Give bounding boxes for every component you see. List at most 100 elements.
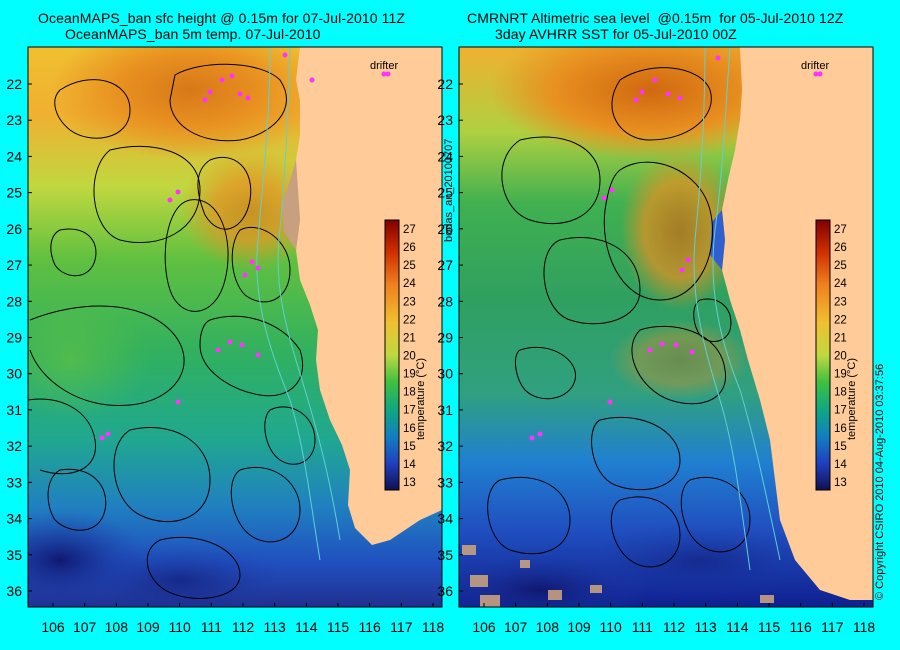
left-ssh-contours [28,63,316,599]
right-drifter-label: drifter [801,60,829,72]
left-land [296,47,442,545]
right-colorbar-tick-label: 23 [834,296,847,308]
right-lon-tick-label: 110 [600,619,623,635]
right-lon-tick-label: 115 [758,619,781,635]
right-lat-tick-label: 26 [437,221,453,237]
right-colorbar-tick-label: 13 [834,477,847,489]
right-lat-tick-label: 31 [437,402,453,418]
left-colorbar-tick-label: 18 [403,387,416,399]
left-colorbar-tick-label: 19 [403,369,416,381]
right-colorbar-tick-label: 16 [834,423,847,435]
right-lat-tick-label: 30 [437,366,453,382]
left-lat-tick-label: 30 [6,366,22,382]
bodas-label: bodas_an_20100707 [443,138,455,242]
right-colorbar-tick-label: 19 [834,369,847,381]
left-lon-tick-label: 115 [327,619,350,635]
right-lon-tick-label: 107 [504,619,528,635]
right-lon-tick-label: 113 [695,619,718,635]
left-lat-tick-label: 26 [6,221,22,237]
right-colorbar-tick-label: 21 [834,332,847,344]
right-lat-ticks: 22 23 24 25 26 27 28 29 30 31 32 33 34 35 36 [437,76,463,599]
left-drifter-label: drifter [370,60,398,72]
left-title-line1: OceanMAPS_ban sfc height @ 0.15m for 07-… [38,10,406,26]
left-lon-tick-label: 117 [390,619,413,635]
right-lon-tick-label: 111 [632,619,653,635]
left-map [28,47,442,607]
left-lon-tick-label: 108 [105,619,129,635]
right-colorbar-label: temperature (°C) [846,357,858,440]
left-lon-tick-label: 112 [232,619,255,635]
copyright-label: © Copyright CSIRO 2010 04-Aug-2010 03:37… [874,363,886,600]
left-title-line2: OceanMAPS_ban 5m temp. 07-Jul-2010 [65,26,321,42]
right-land [722,47,873,600]
left-colorbar-tick-label: 22 [403,314,416,326]
right-lat-tick-label: 32 [437,438,453,454]
right-colorbar-tick-label: 15 [834,441,847,453]
left-colorbar-tick-label: 23 [403,296,416,308]
left-colorbar-tick-label: 25 [403,260,416,272]
right-lat-tick-label: 34 [437,511,453,527]
left-drifter-tracks [99,52,391,441]
left-lat-tick-label: 33 [6,474,22,490]
right-lat-tick-label: 33 [437,474,453,490]
left-lat-tick-label: 28 [6,293,22,309]
right-ssh-contours [487,67,751,568]
right-colorbar-tick-label: 27 [834,224,847,236]
right-lon-tick-label: 109 [567,619,591,635]
left-colorbar-tick-label: 14 [403,459,416,471]
left-lat-ticks: 22 23 24 25 26 27 28 29 30 31 32 33 34 35 36 [6,76,32,599]
right-title-line2: 3day AVHRR SST for 05-Jul-2010 00Z [495,26,737,42]
left-lon-tick-label: 116 [359,619,382,635]
right-map [459,47,873,607]
right-colorbar-tick-label: 26 [834,242,847,254]
right-lat-tick-label: 27 [437,257,453,273]
right-colorbar-tick-label: 22 [834,314,847,326]
right-lon-tick-label: 114 [726,619,749,635]
left-lon-tick-label: 109 [136,619,160,635]
right-title-line1: CMRNRT Altimetric sea level @0.15m for 0… [467,10,844,26]
left-lon-tick-label: 113 [264,619,287,635]
right-lat-tick-label: 29 [437,330,453,346]
right-lat-tick-label: 36 [437,583,453,599]
left-colorbar-tick-label: 16 [403,423,416,435]
right-lon-tick-label: 106 [472,619,496,635]
left-lon-tick-label: 114 [295,619,318,635]
left-colorbar-tick-label: 13 [403,477,416,489]
right-lon-tick-label: 117 [821,619,844,635]
right-lat-tick-label: 35 [437,547,453,563]
left-colorbar-tick-label: 26 [403,242,416,254]
left-lat-tick-label: 29 [6,330,22,346]
left-lat-tick-label: 32 [6,438,22,454]
left-colorbar-tick-label: 20 [403,351,416,363]
right-colorbar-tick-label: 20 [834,351,847,363]
right-lat-tick-label: 22 [437,76,453,92]
left-colorbar [384,219,400,491]
left-bathymetry [256,47,341,561]
left-lat-tick-label: 34 [6,511,22,527]
left-lat-tick-label: 22 [6,76,22,92]
left-colorbar-tick-label: 17 [403,405,416,417]
left-lon-ticks: 106 107 108 109 110 111 112 113 114 115 116 117 118 [41,603,444,635]
left-colorbar-tick-label: 27 [403,224,416,236]
left-lon-tick-label: 111 [201,619,222,635]
left-lon-tick-label: 106 [41,619,65,635]
right-bathymetry [693,47,781,571]
left-colorbar-tick-label: 24 [403,278,416,290]
left-colorbar-ticks: 27 26 25 24 23 22 21 20 19 18 17 16 15 14 13 [403,224,416,489]
left-lat-tick-label: 35 [6,547,22,563]
right-lon-tick-label: 116 [790,619,813,635]
left-lat-tick-label: 27 [6,257,22,273]
left-colorbar-label: temperature (°C) [415,357,427,440]
right-colorbar-tick-label: 14 [834,459,847,471]
right-colorbar-tick-label: 25 [834,260,847,272]
right-drifter-tracks [529,55,823,441]
right-lon-tick-label: 118 [853,619,876,635]
left-lon-tick-label: 107 [73,619,97,635]
right-colorbar-tick-label: 18 [834,387,847,399]
right-colorbar-tick-label: 17 [834,405,847,417]
left-lat-tick-label: 31 [6,402,22,418]
right-lat-tick-label: 24 [437,148,453,164]
right-lat-tick-label: 23 [437,112,453,128]
right-colorbar-tick-label: 24 [834,278,847,290]
